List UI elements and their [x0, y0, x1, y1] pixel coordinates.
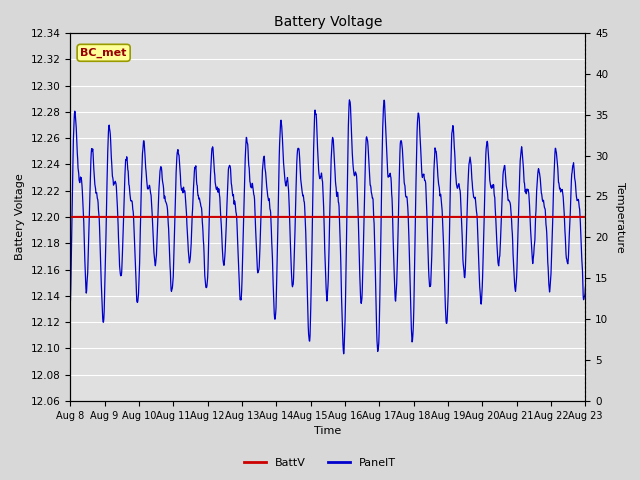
Title: Battery Voltage: Battery Voltage [273, 15, 382, 29]
Legend: BattV, PanelT: BattV, PanelT [239, 453, 401, 472]
Y-axis label: Temperature: Temperature [615, 181, 625, 252]
X-axis label: Time: Time [314, 426, 341, 436]
Y-axis label: Battery Voltage: Battery Voltage [15, 174, 25, 260]
Text: BC_met: BC_met [81, 48, 127, 58]
